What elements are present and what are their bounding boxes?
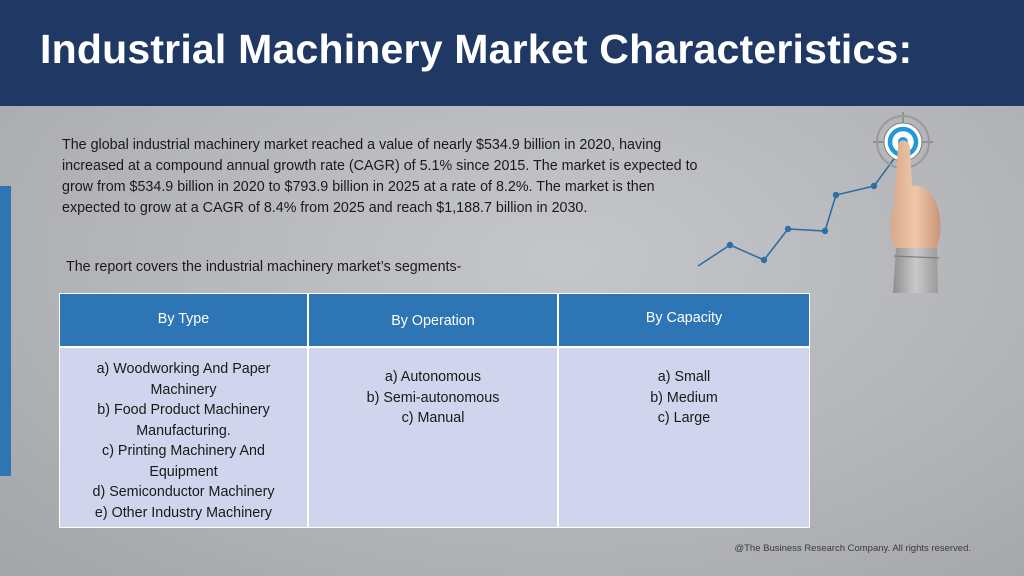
list-item: c) Manual	[401, 410, 465, 426]
body-cell-operation: a) Autonomous b) Semi-autonomous c) Manu…	[309, 348, 559, 527]
list-item: b) Semi-autonomous	[366, 389, 500, 406]
list-item: c) Large	[657, 410, 711, 426]
copyright-footer: @The Business Research Company. All righ…	[734, 543, 971, 554]
header-banner: Industrial Machinery Market Characterist…	[0, 0, 1024, 106]
list-item: d) Semiconductor Machinery	[92, 484, 275, 500]
header-cell-capacity: By Capacity	[559, 294, 809, 348]
pointing-hand-icon	[890, 140, 941, 293]
body-cell-type: a) Woodworking And Paper Machinery b) Fo…	[60, 348, 309, 527]
list-item: b) Food Product Machinery Manufacturing.	[97, 402, 270, 439]
trend-points	[726, 182, 878, 264]
list-item: b) Medium	[650, 389, 718, 406]
segments-caption: The report covers the industrial machine…	[66, 259, 462, 275]
list-item: e) Other Industry Machinery	[94, 504, 273, 521]
list-item: c) Printing Machinery And Equipment	[102, 443, 265, 480]
growth-chart-icon	[697, 112, 941, 293]
segments-table: By Type By Operation By Capacity a) Wood…	[59, 293, 810, 528]
header-label-operation: By Operation	[391, 313, 475, 329]
page-title: Industrial Machinery Market Characterist…	[40, 26, 913, 72]
header-cell-operation: By Operation	[309, 294, 559, 348]
trend-line	[697, 147, 903, 267]
header-cell-type: By Type	[60, 294, 309, 348]
list-item: a) Autonomous	[384, 369, 482, 385]
list-item: a) Small	[657, 369, 711, 385]
header-label-capacity: By Capacity	[645, 310, 723, 326]
header-label-type: By Type	[157, 311, 210, 327]
list-item: a) Woodworking And Paper Machinery	[96, 361, 271, 398]
body-cell-capacity: a) Small b) Medium c) Large	[559, 348, 809, 527]
intro-paragraph: The global industrial machinery market r…	[62, 137, 698, 216]
left-accent-bar	[0, 186, 11, 476]
